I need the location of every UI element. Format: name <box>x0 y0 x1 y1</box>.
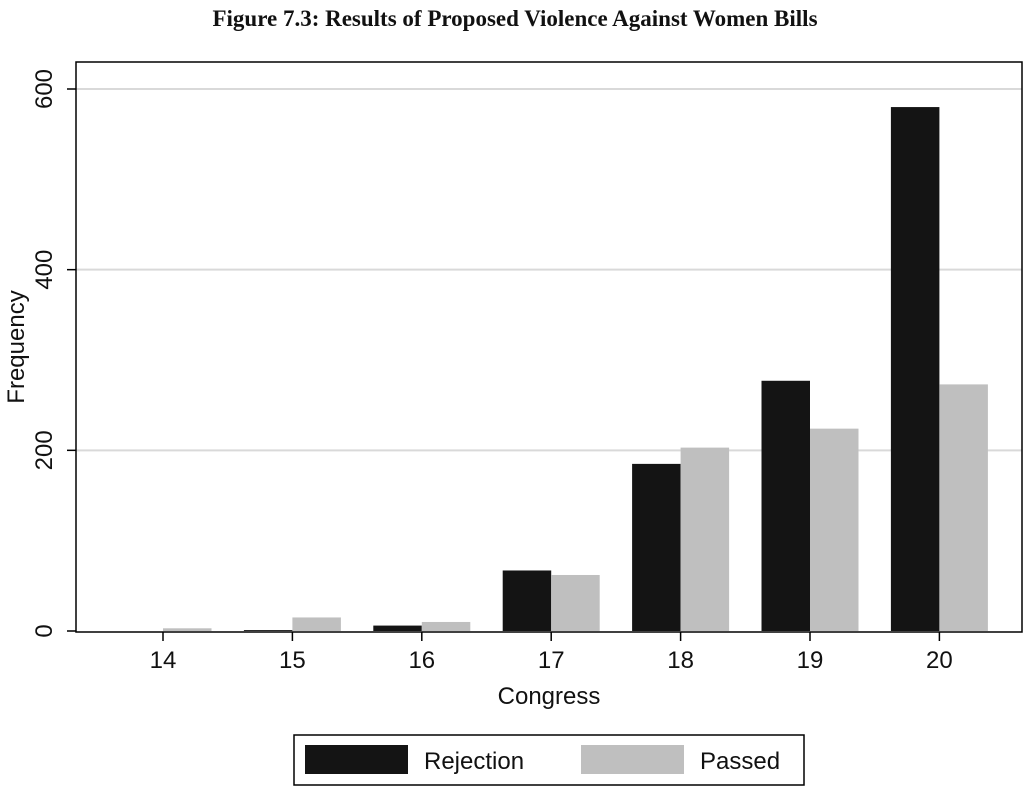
bar-rejection-20 <box>890 107 940 632</box>
x-tick-label: 20 <box>926 647 953 674</box>
x-tick-label: 14 <box>150 647 177 674</box>
legend: Rejection Passed <box>293 734 805 786</box>
y-tick-label: 200 <box>31 430 58 470</box>
bar-passed-16 <box>421 621 471 631</box>
y-axis: 0 200 400 600 <box>31 69 76 638</box>
legend-swatch-rejection <box>305 745 408 774</box>
legend-label-passed: Passed <box>700 748 780 775</box>
bar-passed-19 <box>810 428 859 631</box>
chart-title: Figure 7.3: Results of Proposed Violence… <box>212 6 818 31</box>
bar-passed-20 <box>939 384 988 631</box>
x-tick-label: 16 <box>408 647 435 674</box>
x-axis: 14 15 16 17 18 19 20 <box>150 632 953 674</box>
bar-rejection-16 <box>373 625 422 631</box>
bar-passed-17 <box>551 574 600 631</box>
x-tick-label: 19 <box>797 647 824 674</box>
bar-passed-18 <box>680 447 730 631</box>
bar-rejection-19 <box>761 380 810 631</box>
x-tick-label: 15 <box>279 647 306 674</box>
plot-frame <box>75 61 1023 633</box>
y-tick-label: 400 <box>31 250 58 290</box>
legend-label-rejection: Rejection <box>424 748 524 775</box>
gridlines <box>76 88 1022 452</box>
bar-passed-15 <box>292 617 341 631</box>
legend-swatch-passed <box>581 745 684 774</box>
bar-rejection-15 <box>243 630 293 631</box>
bar-passed-14 <box>163 628 212 631</box>
y-axis-title: Frequency <box>3 290 30 403</box>
bar-rejection-17 <box>502 570 552 631</box>
bar-rejection-18 <box>632 463 681 631</box>
bars <box>163 107 988 632</box>
y-tick-label: 600 <box>31 69 58 109</box>
plot-area <box>76 62 1022 632</box>
x-tick-label: 18 <box>667 647 694 674</box>
y-tick-label: 0 <box>31 624 58 637</box>
x-axis-title: Congress <box>498 683 601 710</box>
x-tick-label: 17 <box>538 647 565 674</box>
